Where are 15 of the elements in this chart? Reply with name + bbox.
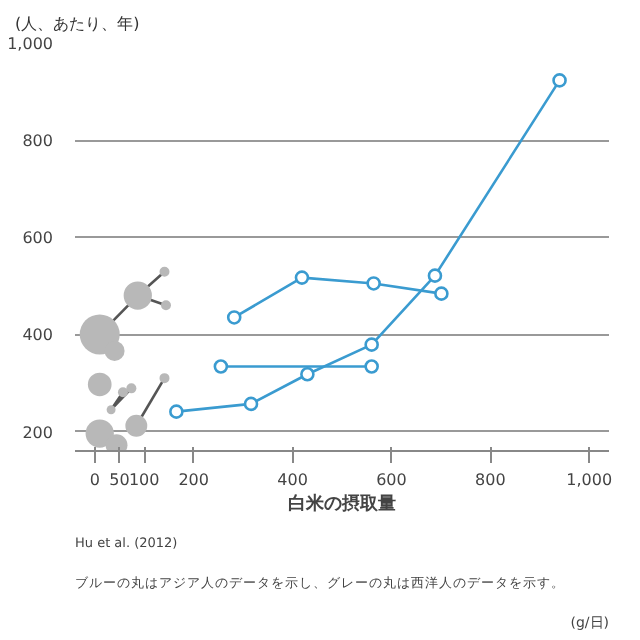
x-tick-label: 800 [475,471,506,489]
x-tick-label: 100 [128,471,160,489]
y-tick-label: 600 [22,229,54,248]
y-axis-title: (人、あたり、年) [15,15,140,33]
y-tick-label: 1,000 [7,35,54,53]
y-tick-label: 200 [22,423,54,442]
x-tick-label: 1,000 [566,471,613,489]
x-tick-label: 600 [376,471,407,489]
y-tick-label: 400 [22,326,54,345]
x-tick-label: 0 [89,471,100,489]
x-tick-label: 50 [109,471,130,489]
x-tick-label: 200 [178,471,209,489]
x-tick-label: 400 [277,471,308,489]
y-tick-label: 800 [22,132,54,151]
x-axis-title: 白米の摂取量 [288,493,396,515]
